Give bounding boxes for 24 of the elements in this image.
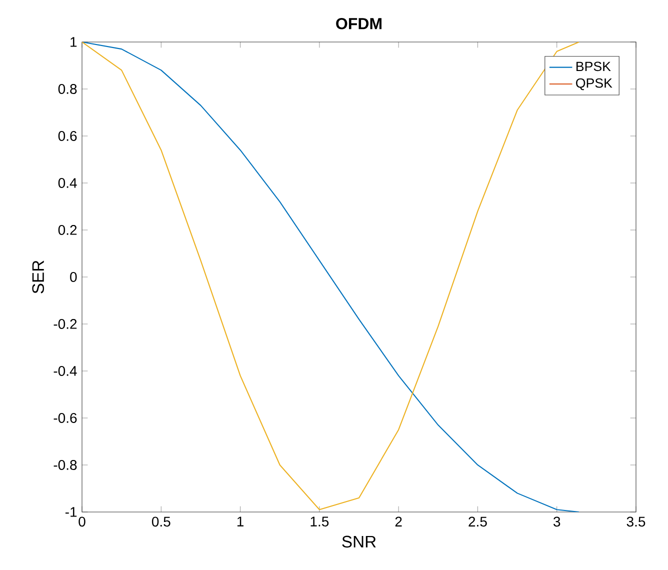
legend-label: QPSK [576,78,612,90]
y-tick-label: 1 [70,37,77,47]
x-tick-label: 3.5 [626,516,646,527]
y-tick-label: -0.8 [54,460,77,470]
y-tick-label: 0.2 [58,225,77,235]
x-tick-label: 3 [553,516,560,527]
x-tick-label: 1.5 [310,516,329,526]
y-tick-label: 0.6 [58,131,77,141]
y-tick-label: 0 [70,272,77,282]
y-tick-label: -0.2 [54,319,77,329]
x-axis-title: SNR [342,536,376,548]
x-tick-label: 1 [237,516,244,526]
legend-label: BPSK [576,62,611,72]
chart-title: OFDM [336,18,382,30]
y-tick-label: -0.4 [54,366,77,376]
x-tick-label: 2.5 [468,516,487,527]
y-tick-label: -0.6 [54,413,77,423]
x-tick-label: 2 [395,516,402,526]
y-tick-label: -1 [65,507,77,517]
y-tick-label: 0.8 [58,84,77,94]
x-tick-label: 0.5 [152,516,170,527]
x-tick-label: 0 [78,516,86,527]
y-tick-label: 0.4 [58,178,77,188]
y-axis-title: SER [32,260,44,294]
